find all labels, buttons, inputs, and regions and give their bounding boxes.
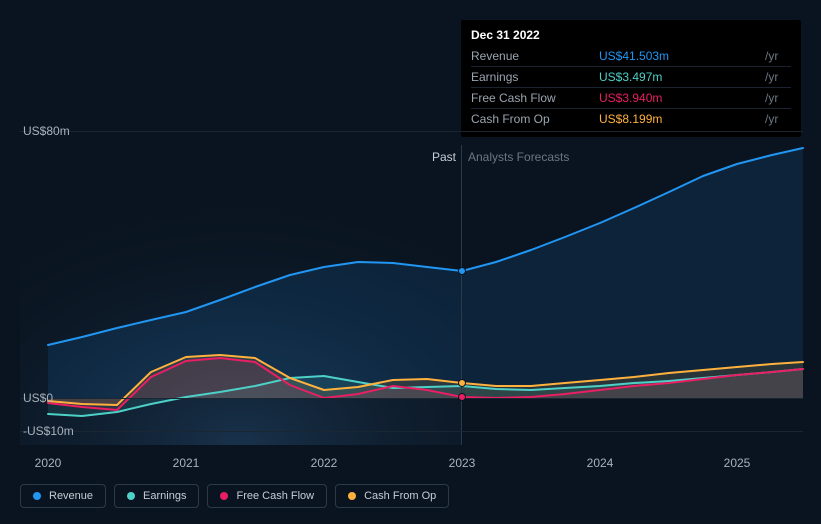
legend-label: Free Cash Flow <box>236 490 314 502</box>
legend-dot <box>220 492 228 500</box>
tooltip-row: Cash From OpUS$8.199m/yr <box>471 109 791 130</box>
x-axis-label: 2021 <box>173 456 200 470</box>
past-label: Past <box>432 150 456 164</box>
y-axis-label: US$0 <box>23 391 53 405</box>
tooltip-table: RevenueUS$41.503m/yrEarningsUS$3.497m/yr… <box>471 46 791 129</box>
tooltip-metric-value: US$41.503m <box>599 46 761 67</box>
tooltip-unit: /yr <box>761 46 791 67</box>
x-axis-label: 2025 <box>724 456 751 470</box>
tooltip-metric-label: Earnings <box>471 67 599 88</box>
tooltip-unit: /yr <box>761 88 791 109</box>
tooltip-unit: /yr <box>761 67 791 88</box>
gridline <box>20 131 803 132</box>
tooltip-row: RevenueUS$41.503m/yr <box>471 46 791 67</box>
legend-item-revenue[interactable]: Revenue <box>20 484 106 508</box>
gridline <box>20 431 803 432</box>
financial-chart: { "chart": { "type": "line-area", "backg… <box>0 0 821 524</box>
x-axis-label: 2020 <box>35 456 62 470</box>
legend-dot <box>127 492 135 500</box>
chart-marker <box>458 379 466 387</box>
tooltip-date: Dec 31 2022 <box>471 28 791 42</box>
x-axis-label: 2023 <box>449 456 476 470</box>
tooltip-metric-value: US$8.199m <box>599 109 761 130</box>
legend-item-free-cash-flow[interactable]: Free Cash Flow <box>207 484 327 508</box>
chart-marker <box>458 267 466 275</box>
legend-label: Cash From Op <box>364 490 436 502</box>
legend-item-cash-from-op[interactable]: Cash From Op <box>335 484 449 508</box>
gridline <box>20 398 803 399</box>
tooltip-metric-value: US$3.497m <box>599 67 761 88</box>
y-axis-label: US$80m <box>23 124 70 138</box>
legend-label: Revenue <box>49 490 93 502</box>
legend-dot <box>33 492 41 500</box>
tooltip-metric-label: Free Cash Flow <box>471 88 599 109</box>
legend-dot <box>348 492 356 500</box>
tooltip-row: EarningsUS$3.497m/yr <box>471 67 791 88</box>
tooltip-unit: /yr <box>761 109 791 130</box>
tooltip-metric-value: US$3.940m <box>599 88 761 109</box>
tooltip-row: Free Cash FlowUS$3.940m/yr <box>471 88 791 109</box>
tooltip-metric-label: Cash From Op <box>471 109 599 130</box>
forecast-label: Analysts Forecasts <box>468 150 569 164</box>
chart-legend: Revenue Earnings Free Cash Flow Cash From O… <box>20 484 449 508</box>
chart-marker <box>458 393 466 401</box>
x-axis-label: 2024 <box>587 456 614 470</box>
legend-label: Earnings <box>143 490 186 502</box>
y-axis-label: -US$10m <box>23 424 74 438</box>
x-axis-label: 2022 <box>311 456 338 470</box>
tooltip-metric-label: Revenue <box>471 46 599 67</box>
datapoint-tooltip: Dec 31 2022 RevenueUS$41.503m/yrEarnings… <box>461 20 801 137</box>
legend-item-earnings[interactable]: Earnings <box>114 484 199 508</box>
